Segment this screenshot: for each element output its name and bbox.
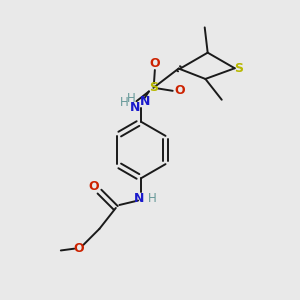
Text: O: O [175,84,185,97]
Text: O: O [89,180,99,193]
Text: N: N [140,95,150,108]
Text: S: S [234,62,243,75]
Text: O: O [149,57,160,70]
Text: O: O [74,242,84,255]
Text: H: H [120,96,129,109]
Text: N: N [134,192,144,205]
Text: N: N [130,101,140,114]
Text: H: H [148,192,157,205]
Text: H: H [127,92,136,105]
Text: S: S [149,81,158,94]
